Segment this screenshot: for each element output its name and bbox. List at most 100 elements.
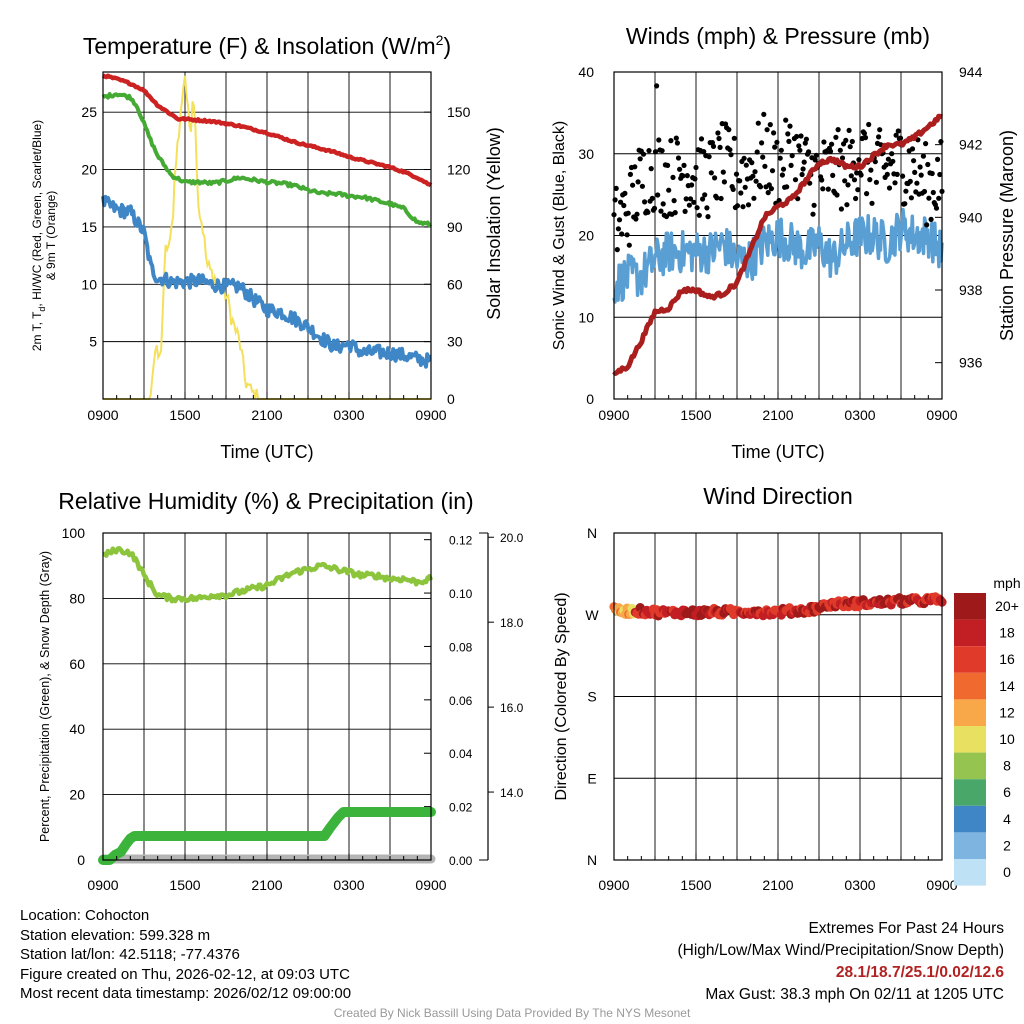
gust-point: [714, 195, 720, 201]
gust-point: [928, 216, 934, 222]
gust-point: [693, 164, 699, 171]
gust-point: [671, 198, 677, 204]
gust-point: [754, 149, 760, 155]
colorbar-label: 14: [999, 678, 1015, 694]
gust-point: [682, 208, 688, 214]
colorbar-swatch: [954, 752, 986, 780]
gust-point: [728, 152, 734, 158]
insolation-ylabel: Solar Insolation (Yellow): [484, 127, 504, 319]
direction-tick-label: W: [585, 607, 599, 623]
gust-point: [842, 178, 848, 184]
dewpoint-line: [101, 92, 433, 228]
gust-point: [798, 133, 804, 139]
gust-point: [708, 170, 714, 176]
gust-point: [785, 131, 791, 137]
gust-point: [727, 147, 733, 153]
x-tick-label: 0300: [844, 877, 875, 893]
gust-point: [760, 154, 766, 160]
gust-point: [618, 199, 624, 205]
gust-point: [772, 144, 778, 150]
gust-point: [655, 192, 661, 198]
temperature-xlabel: Time (UTC): [220, 442, 313, 462]
extremes-subtitle: (High/Low/Max Wind/Precipitation/Snow De…: [677, 942, 1005, 959]
gust-point: [847, 144, 853, 150]
colorbar-swatch: [954, 726, 986, 753]
gust-point: [680, 173, 686, 179]
gust-point: [797, 147, 803, 153]
max-gust: Max Gust: 38.3 mph On 02/11 at 1205 UTC: [705, 986, 1004, 1003]
extremes-box: Extremes For Past 24 Hours (High/Low/Max…: [544, 918, 1005, 1006]
precip-tick-label: 0.02: [449, 801, 473, 815]
gust-point: [626, 242, 632, 248]
gust-point: [616, 217, 623, 223]
precip-tick-label: 0.10: [449, 587, 473, 601]
gust-point: [778, 147, 784, 153]
gust-point: [930, 189, 936, 196]
gust-point: [799, 171, 805, 178]
snow-tick-label: 18.0: [500, 616, 524, 630]
gust-point: [938, 139, 944, 145]
gust-point: [830, 172, 836, 178]
humidity-frame: [102, 532, 432, 861]
gust-point: [619, 231, 625, 237]
gust-point: [633, 216, 639, 222]
y-tick-label: 20: [69, 787, 85, 803]
gust-point: [921, 188, 928, 195]
gust-point: [861, 130, 868, 136]
credit-line: Created By Nick Bassill Using Data Provi…: [333, 1006, 691, 1020]
gust-point: [925, 161, 931, 168]
gust-point: [936, 195, 942, 201]
gust-point: [883, 162, 889, 168]
gust-point: [786, 138, 792, 144]
y-right-tick-label: 90: [447, 219, 463, 235]
gust-point: [937, 171, 943, 178]
gust-point: [771, 130, 777, 136]
gust-point: [844, 202, 850, 208]
gust-point: [801, 159, 807, 165]
gust-point: [843, 137, 849, 143]
x-tick-label: 0300: [333, 407, 364, 423]
colorbar-label: 12: [999, 704, 1015, 720]
snow-tick-label: 16.0: [500, 701, 524, 715]
direction-tick-label: N: [587, 852, 597, 868]
y-right-tick-label: 120: [447, 162, 471, 178]
snow-tick-label: 14.0: [500, 786, 524, 800]
gust-point: [924, 222, 930, 228]
gust-point: [704, 205, 710, 211]
colorbar-swatch: [954, 672, 986, 700]
gust-point: [687, 196, 694, 202]
gust-point: [637, 156, 643, 162]
direction-frame: [613, 532, 943, 861]
y-tick-label: 15: [81, 219, 97, 235]
colorbar-label: 20+: [995, 598, 1019, 614]
gust-point: [734, 203, 741, 209]
gust-point: [784, 184, 790, 190]
colorbar-swatch: [954, 646, 986, 673]
gust-point: [794, 133, 800, 140]
gust-point: [807, 180, 813, 186]
gust-point: [810, 211, 816, 217]
gust-point: [672, 210, 678, 216]
gust-point: [811, 202, 817, 208]
gust-point: [721, 179, 728, 185]
x-tick-label: 0900: [598, 877, 629, 893]
colorbar-label: 2: [1003, 837, 1011, 853]
gust-point: [759, 140, 765, 146]
gust-point: [665, 162, 671, 168]
y-right-tick-label: 940: [959, 209, 983, 225]
x-tick-label: 0900: [926, 877, 957, 893]
gust-point: [846, 127, 852, 133]
gust-point: [762, 163, 768, 169]
gust-point: [684, 173, 690, 179]
gust-point: [621, 202, 627, 209]
gust-point: [733, 171, 740, 177]
x-tick-label: 2100: [251, 407, 282, 423]
y-tick-label: 20: [578, 228, 594, 244]
gust-point: [769, 168, 776, 174]
gust-point: [712, 175, 718, 181]
y-right-tick-label: 942: [959, 137, 983, 153]
precip-tick-label: 0.08: [449, 640, 473, 654]
x-tick-label: 0900: [926, 407, 957, 423]
gust-point: [838, 206, 845, 212]
gust-point: [745, 202, 752, 208]
